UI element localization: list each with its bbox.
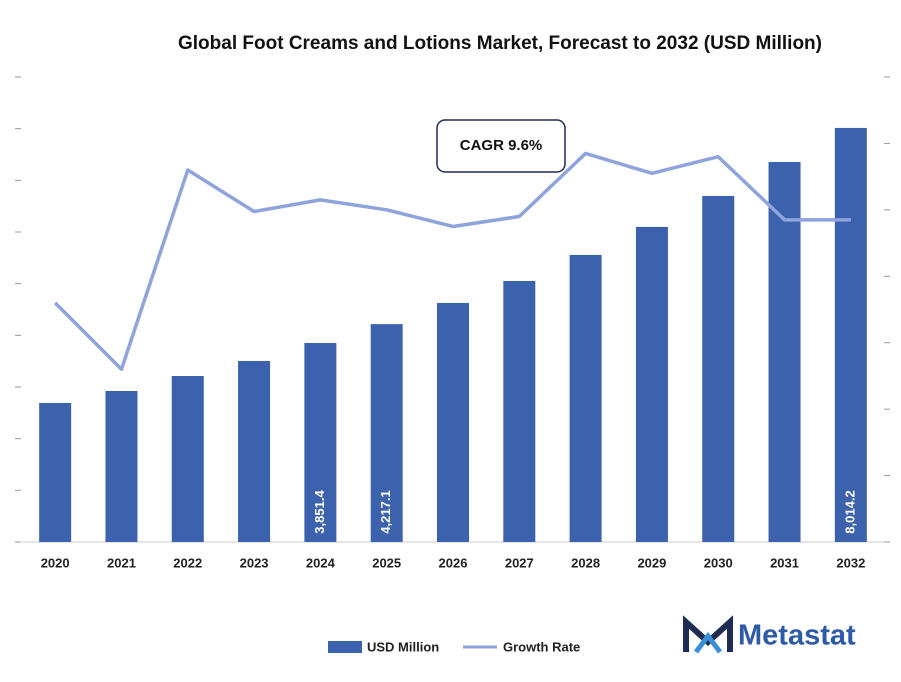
brand-logo: [683, 615, 733, 654]
bar: [171, 375, 204, 542]
x-tick-label: 2025: [372, 555, 401, 570]
bar: [635, 226, 668, 543]
x-tick-label: 2027: [505, 555, 534, 570]
x-tick-label: 2021: [107, 555, 136, 570]
annotation: CAGR 9.6%: [460, 137, 543, 154]
bar: [39, 402, 72, 542]
bar: [702, 195, 735, 543]
x-tick-label: 2020: [41, 555, 70, 570]
x-tick-label: 2024: [306, 555, 336, 570]
data-label: 4,217.1: [378, 490, 393, 533]
legend-label: USD Million: [367, 639, 439, 654]
x-tick-label: 2022: [173, 555, 202, 570]
legend-label: Growth Rate: [503, 639, 580, 654]
data-label: 8,014.2: [842, 490, 857, 533]
legend-swatch: [328, 641, 362, 653]
x-tick-label: 2028: [571, 555, 600, 570]
line: [53, 151, 851, 372]
chart-title: Global Foot Creams and Lotions Market, F…: [178, 33, 822, 54]
brand: Metastat: [738, 620, 856, 652]
x-tick-label: 2029: [637, 555, 666, 570]
bar: [768, 161, 801, 542]
bar: [503, 280, 536, 542]
annotation-box: [436, 119, 566, 173]
bar: [834, 127, 867, 543]
x-tick-label: 2023: [240, 555, 269, 570]
x-tick-label: 2032: [836, 555, 865, 570]
bar: [238, 360, 271, 542]
bar: [304, 343, 337, 542]
bar: [437, 302, 469, 542]
bar: [569, 254, 602, 542]
x-tick-label: 2031: [770, 555, 799, 570]
bar: [105, 390, 138, 542]
data-label: 3,851.4: [312, 490, 327, 534]
x-tick-label: 2030: [704, 555, 733, 570]
bar: [370, 324, 403, 542]
x-tick-label: 2026: [439, 555, 468, 570]
